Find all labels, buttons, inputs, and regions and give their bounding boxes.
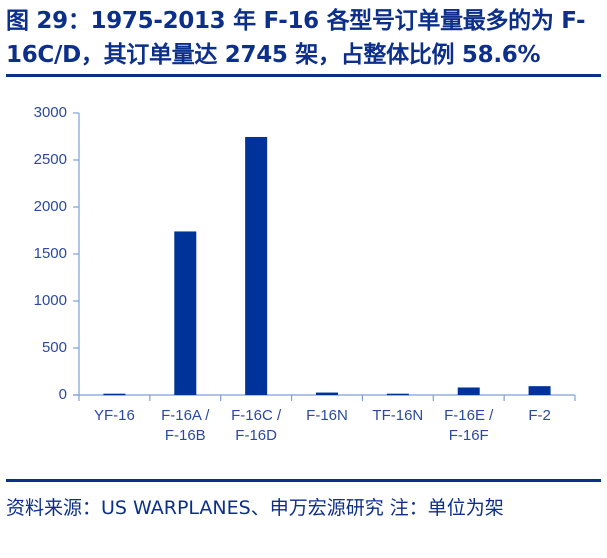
chart-plot-area <box>73 112 576 401</box>
x-tick-label: F-16E / F-16F <box>444 407 494 444</box>
y-tick-label: 500 <box>41 339 67 356</box>
y-tick-label: 3000 <box>33 104 67 121</box>
title-divider <box>6 74 601 77</box>
y-tick-label: 2500 <box>33 151 67 168</box>
y-tick-label: 2000 <box>33 198 67 215</box>
footer-divider <box>6 479 601 482</box>
bar-f-16a-f-16b <box>174 231 197 395</box>
bar-f-2 <box>528 386 551 395</box>
bar-f-16c-f-16d <box>245 136 268 395</box>
bar-tf-16n <box>386 393 409 396</box>
y-tick-label: 1500 <box>33 245 67 262</box>
x-tick-label: YF-16 <box>93 407 135 424</box>
bar-chart: 0 500 1000 1500 2000 2500 3000 YF-16 F-16A / F-1… <box>0 90 607 470</box>
x-tick-label: TF-16N <box>372 407 424 424</box>
figure-title: 图 29：1975-2013 年 F-16 各型号订单量最多的为 F-16C/D… <box>6 8 586 68</box>
bar-yf-16 <box>103 393 126 396</box>
bar-f-16e-f-16f <box>457 387 480 395</box>
bar-f-16n <box>316 392 338 395</box>
y-tick-label: 1000 <box>33 292 67 309</box>
x-tick-label: F-16N <box>306 407 348 424</box>
x-tick-label: F-16C / F-16D <box>231 407 282 444</box>
y-tick-label: 0 <box>58 386 67 403</box>
x-tick-label: F-2 <box>528 407 551 424</box>
source-note: 资料来源：US WARPLANES、申万宏源研究 注：单位为架 <box>6 497 504 519</box>
x-tick-label: F-16A / F-16B <box>161 407 210 444</box>
